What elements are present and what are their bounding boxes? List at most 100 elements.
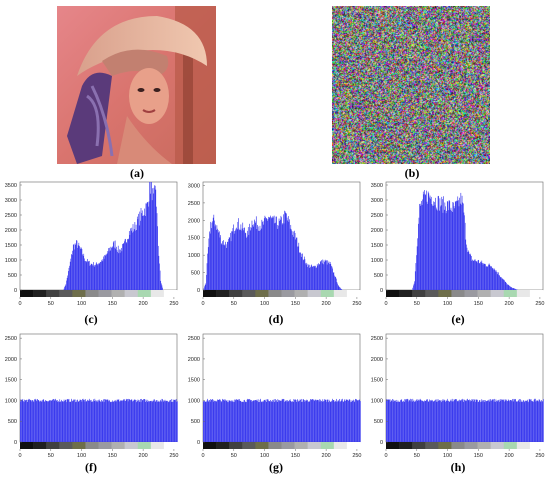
histogram-bar — [510, 287, 512, 290]
histogram-bar — [244, 232, 246, 290]
histogram-bar — [282, 223, 284, 290]
histogram-bar — [117, 245, 119, 290]
histogram-bar — [209, 401, 211, 442]
histogram-bar — [145, 203, 147, 290]
histogram-bar — [400, 400, 401, 442]
histogram-bar — [304, 259, 306, 290]
histogram-bar — [502, 399, 504, 442]
histogram-bar — [266, 402, 268, 442]
histogram-bar — [526, 399, 528, 442]
histogram-bar — [292, 401, 293, 442]
histogram-bar — [522, 400, 524, 442]
x-tick-label: 200 — [505, 301, 514, 307]
histogram-bar — [264, 400, 266, 442]
histogram-bar — [468, 251, 470, 290]
histogram-bar — [336, 282, 338, 290]
histogram-bar — [289, 228, 291, 290]
histogram-bar — [466, 244, 467, 290]
histogram-bar — [63, 288, 65, 290]
histogram-bar — [302, 253, 303, 290]
gray-strip-cell — [529, 290, 544, 297]
histogram-bar — [82, 398, 84, 442]
histogram-bar — [305, 400, 306, 442]
histogram-bar — [223, 244, 225, 290]
histogram-bar — [521, 401, 523, 442]
histogram-bar — [207, 247, 209, 290]
histogram-bar — [133, 231, 134, 290]
histogram-bar — [223, 399, 224, 442]
histogram-bar — [454, 208, 456, 290]
histogram-bar — [525, 401, 527, 442]
histogram-bar — [274, 223, 276, 290]
histogram-bar — [470, 400, 472, 442]
gray-strip-cell — [98, 442, 112, 449]
histogram-bar — [219, 231, 220, 290]
y-tick-label: 3500 — [371, 183, 383, 189]
gray-strip-cell — [477, 442, 491, 449]
histogram-bar — [76, 240, 78, 290]
gray-strip-cell — [490, 290, 505, 297]
gray-strip-cell — [72, 442, 86, 449]
histogram-bar — [489, 264, 491, 290]
histogram-bar — [66, 277, 68, 290]
histogram-bar — [258, 402, 260, 442]
histogram-bar — [509, 401, 510, 442]
histogram-bar — [395, 402, 397, 442]
histogram-bar — [485, 401, 487, 442]
histogram-bar — [47, 401, 49, 442]
x-tick-label: 0 — [201, 453, 204, 459]
histogram-bar — [125, 238, 126, 290]
histogram-bar — [442, 400, 443, 442]
histogram-bar — [67, 399, 69, 442]
histogram-bar — [482, 400, 483, 442]
histogram-bar — [207, 253, 208, 290]
histogram-bar — [71, 400, 73, 442]
histogram-bar — [263, 224, 265, 290]
histogram-bar — [87, 258, 88, 290]
histogram-bar — [104, 399, 106, 442]
histogram-bar — [467, 400, 469, 442]
histogram-bar — [332, 272, 334, 290]
histogram-bar — [40, 400, 41, 442]
y-tick-label: 500 — [191, 271, 200, 277]
histogram-bar — [76, 400, 78, 442]
caption-f: (f) — [85, 460, 97, 474]
histogram-bar — [413, 400, 415, 442]
gray-strip-cell — [203, 442, 217, 449]
histogram-bar — [156, 400, 157, 442]
histogram-bar — [285, 400, 287, 442]
histogram-bar — [53, 398, 54, 442]
histogram-bar — [269, 401, 271, 442]
histogram-bar — [502, 400, 504, 442]
histogram-bar — [507, 399, 509, 442]
histogram-bar — [80, 247, 82, 290]
histogram-bar — [427, 191, 429, 290]
histogram-bar — [85, 401, 87, 442]
histogram-bar — [241, 401, 243, 442]
histogram-bar — [213, 401, 215, 442]
gray-strip-cell — [85, 442, 99, 449]
histogram-bar — [135, 230, 136, 290]
histogram-bar — [409, 400, 411, 442]
histogram-bar — [524, 400, 526, 442]
histogram-bar — [311, 266, 313, 290]
histogram-bar — [127, 239, 129, 290]
histogram-bar — [285, 213, 287, 290]
histogram-bar — [457, 196, 459, 290]
histogram-bar — [316, 400, 317, 442]
histogram-d: 0 500 1000 1500 2000 2500 3000 0 50 100 150 200 250 — [188, 181, 362, 307]
histogram-bar — [115, 248, 117, 290]
histogram-bar — [455, 399, 457, 442]
gray-strip-cell — [281, 290, 295, 297]
y-tick-label: 1500 — [188, 378, 200, 384]
histogram-bar — [451, 401, 452, 442]
histogram-bar — [152, 193, 154, 290]
histogram-bar — [241, 230, 242, 290]
x-tick-label: 250 — [352, 301, 361, 307]
histogram-bar — [303, 400, 305, 442]
histogram-bar — [337, 283, 338, 290]
histogram-bar — [286, 400, 287, 442]
histogram-bar — [489, 401, 491, 442]
histogram-bar — [79, 247, 81, 290]
histogram-bar — [306, 399, 308, 442]
